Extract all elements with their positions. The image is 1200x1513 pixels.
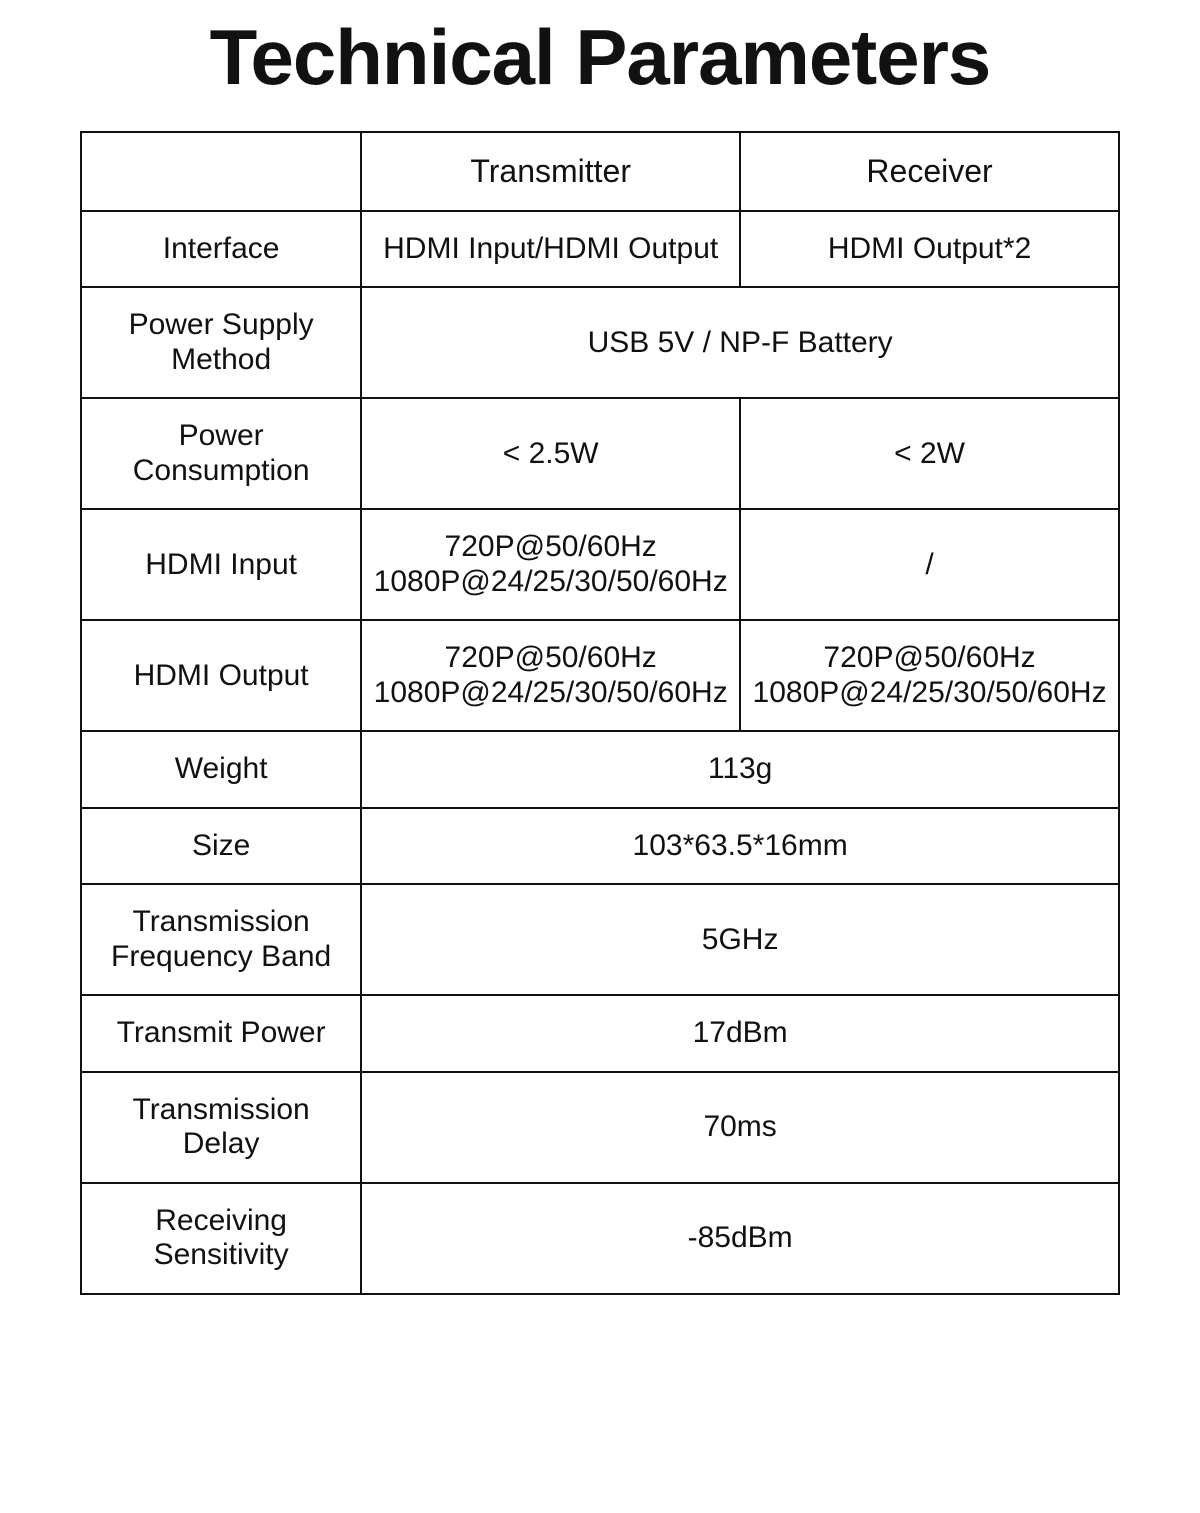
row-label: HDMI Output [81, 620, 361, 731]
row-value-tx: < 2.5W [361, 398, 740, 509]
table-row: HDMI Input720P@50/60Hz1080P@24/25/30/50/… [81, 509, 1119, 620]
row-value-merged: 113g [361, 731, 1119, 808]
params-table: Transmitter Receiver InterfaceHDMI Input… [80, 131, 1120, 1295]
row-value-rx: < 2W [740, 398, 1119, 509]
row-value-merged: USB 5V / NP-F Battery [361, 287, 1119, 398]
row-value-merged: 103*63.5*16mm [361, 808, 1119, 885]
page-title: Technical Parameters [80, 12, 1120, 103]
col-header-receiver: Receiver [740, 132, 1119, 211]
row-label: Transmission Delay [81, 1072, 361, 1183]
row-label: Power Supply Method [81, 287, 361, 398]
table-row: Transmission Delay70ms [81, 1072, 1119, 1183]
col-header-blank [81, 132, 361, 211]
row-value-merged: 70ms [361, 1072, 1119, 1183]
table-row: Power Consumption< 2.5W< 2W [81, 398, 1119, 509]
row-label: Weight [81, 731, 361, 808]
row-value-merged: 17dBm [361, 995, 1119, 1072]
row-label: Size [81, 808, 361, 885]
row-value-tx: HDMI Input/HDMI Output [361, 211, 740, 288]
table-row: InterfaceHDMI Input/HDMI OutputHDMI Outp… [81, 211, 1119, 288]
table-row: Weight113g [81, 731, 1119, 808]
row-value-tx: 720P@50/60Hz1080P@24/25/30/50/60Hz [361, 620, 740, 731]
row-label: Interface [81, 211, 361, 288]
table-body: InterfaceHDMI Input/HDMI OutputHDMI Outp… [81, 211, 1119, 1294]
col-header-transmitter: Transmitter [361, 132, 740, 211]
row-value-rx: / [740, 509, 1119, 620]
table-row: Transmit Power17dBm [81, 995, 1119, 1072]
row-label: HDMI Input [81, 509, 361, 620]
table-row: Transmission Frequency Band5GHz [81, 884, 1119, 995]
row-value-merged: 5GHz [361, 884, 1119, 995]
row-label: Power Consumption [81, 398, 361, 509]
table-header-row: Transmitter Receiver [81, 132, 1119, 211]
table-row: HDMI Output720P@50/60Hz1080P@24/25/30/50… [81, 620, 1119, 731]
row-label: Transmit Power [81, 995, 361, 1072]
row-value-rx: HDMI Output*2 [740, 211, 1119, 288]
row-value-tx: 720P@50/60Hz1080P@24/25/30/50/60Hz [361, 509, 740, 620]
row-value-rx: 720P@50/60Hz1080P@24/25/30/50/60Hz [740, 620, 1119, 731]
table-row: Power Supply MethodUSB 5V / NP-F Battery [81, 287, 1119, 398]
table-row: Receiving Sensitivity-85dBm [81, 1183, 1119, 1294]
row-value-merged: -85dBm [361, 1183, 1119, 1294]
table-row: Size103*63.5*16mm [81, 808, 1119, 885]
row-label: Transmission Frequency Band [81, 884, 361, 995]
row-label: Receiving Sensitivity [81, 1183, 361, 1294]
